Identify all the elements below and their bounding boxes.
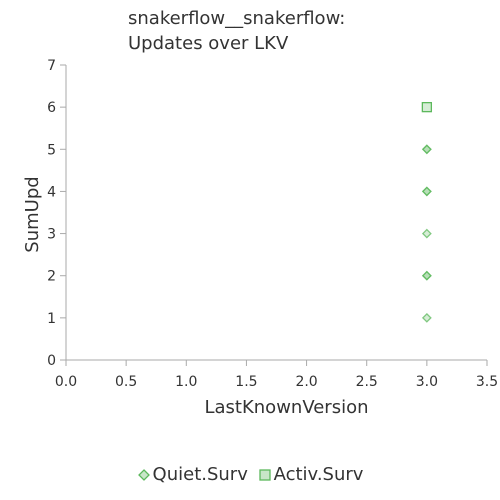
- y-tick-label: 2: [47, 269, 56, 285]
- data-point-quiet-surv: [421, 144, 432, 155]
- data-point-quiet-surv: [421, 312, 432, 323]
- x-tick-label: 2.5: [356, 374, 378, 390]
- x-axis-label: LastKnownVersion: [204, 397, 368, 418]
- data-point-quiet-surv: [421, 270, 432, 281]
- data-point-quiet-surv: [421, 186, 432, 197]
- x-tick-label: 0.5: [115, 374, 137, 390]
- legend-label-quiet-surv: Quiet.Surv: [152, 464, 248, 485]
- y-tick-label: 6: [47, 100, 56, 116]
- chart-title-line-2: Updates over LKV: [128, 33, 289, 54]
- y-axis-label: SumUpd: [22, 176, 43, 252]
- x-tick-label: 0.0: [55, 374, 77, 390]
- x-tick-label: 1.5: [235, 374, 257, 390]
- data-point-activ-surv: [421, 101, 433, 113]
- legend-item-activ-surv[interactable]: Activ.Surv: [258, 464, 364, 485]
- y-tick-label: 4: [47, 184, 56, 200]
- diamond-marker-icon: [137, 468, 150, 481]
- x-tick-label: 2.0: [295, 374, 317, 390]
- y-tick-label: 7: [47, 58, 56, 74]
- chart-legend: Quiet.Surv Activ.Surv: [0, 464, 500, 487]
- chart-title-line-1: snakerflow__snakerflow:: [128, 8, 346, 29]
- x-tick-label: 1.0: [175, 374, 197, 390]
- x-tick-label: 3.0: [416, 374, 438, 390]
- y-tick-label: 5: [47, 142, 56, 158]
- x-tick-label: 3.5: [476, 374, 498, 390]
- square-marker-icon: [258, 468, 271, 481]
- legend-label-activ-surv: Activ.Surv: [273, 464, 364, 485]
- data-point-quiet-surv: [421, 228, 432, 239]
- y-tick-label: 0: [47, 353, 56, 369]
- y-tick-label: 1: [47, 311, 56, 327]
- legend-item-quiet-surv[interactable]: Quiet.Surv: [137, 464, 248, 485]
- y-tick-label: 3: [47, 227, 56, 243]
